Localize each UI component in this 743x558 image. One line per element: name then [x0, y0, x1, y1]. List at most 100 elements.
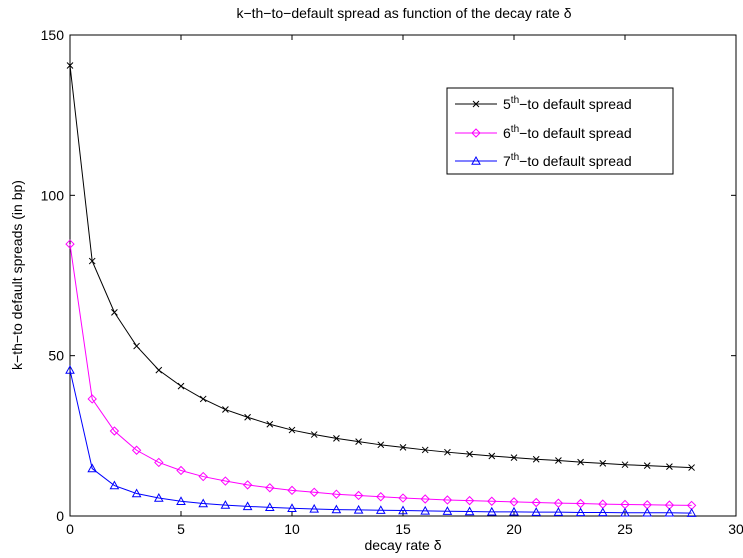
x-axis: 0 5 10 15 20 25 30: [66, 35, 743, 537]
legend-entry: 5th−to default spread: [455, 95, 632, 112]
data-point: [199, 395, 207, 403]
data-point: [597, 507, 608, 517]
data-point: [399, 444, 407, 451]
data-point: [333, 435, 340, 442]
x-tick-label: 0: [66, 521, 74, 537]
legend-label-superscript: th: [511, 95, 519, 106]
data-point: [686, 508, 697, 517]
data-point: [310, 431, 318, 438]
data-point: [242, 501, 253, 511]
data-point: [109, 480, 120, 490]
series-line: [69, 243, 692, 506]
data-point: [599, 460, 607, 467]
data-point: [531, 497, 541, 508]
data-point: [420, 494, 430, 504]
legend-marker: [471, 128, 481, 138]
data-point: [265, 483, 275, 493]
legend-label-superscript: th: [511, 152, 519, 163]
data-point: [331, 504, 342, 514]
data-point: [486, 506, 497, 516]
data-point: [376, 492, 386, 502]
data-point: [487, 496, 497, 506]
data-point: [421, 446, 429, 454]
data-point: [65, 365, 75, 374]
y-tick-label: 50: [48, 348, 64, 364]
data-point: [88, 257, 96, 265]
x-axis-label: decay rate δ: [364, 537, 441, 553]
data-point: [176, 465, 186, 476]
data-point: [509, 506, 519, 516]
data-point: [509, 497, 519, 507]
data-point: [244, 413, 251, 421]
series-3: [65, 365, 697, 517]
data-point: [377, 441, 385, 449]
data-point: [555, 457, 562, 464]
data-point: [131, 445, 142, 455]
x-tick-label: 30: [728, 521, 743, 537]
legend-label: 7th−to default spread: [503, 152, 632, 169]
data-point: [642, 507, 653, 517]
data-point: [177, 382, 185, 390]
x-tick-label: 25: [617, 521, 633, 537]
data-point: [353, 490, 364, 501]
data-point: [66, 62, 74, 69]
data-point: [444, 448, 451, 456]
data-point: [220, 476, 231, 486]
data-point: [153, 493, 164, 502]
legend-label: 6th−to default spread: [503, 124, 632, 141]
data-point: [398, 493, 408, 503]
legend-label-suffix: −to default spread: [519, 96, 631, 112]
data-point: [109, 426, 120, 436]
legend-marker: [472, 100, 480, 108]
x-tick-label: 15: [395, 521, 411, 537]
data-point: [87, 463, 98, 473]
data-point: [643, 462, 651, 470]
y-axis: 0 50 100 150: [41, 27, 736, 524]
data-point: [353, 504, 364, 514]
legend-label-prefix: 6: [503, 125, 511, 141]
x-tick-label: 5: [177, 521, 185, 537]
data-point: [466, 450, 473, 458]
data-point: [532, 455, 540, 463]
legend-label-superscript: th: [511, 124, 519, 135]
legend-label: 5th−to default spread: [503, 95, 632, 112]
data-point: [488, 452, 496, 460]
legend-label-suffix: −to default spread: [519, 125, 631, 141]
data-point: [154, 457, 164, 468]
data-point: [309, 503, 320, 513]
data-point: [575, 507, 586, 517]
data-point: [287, 503, 297, 513]
legend-label-suffix: −to default spread: [519, 153, 631, 169]
data-point: [510, 454, 518, 461]
legend-marker: [471, 155, 481, 165]
data-point: [288, 426, 296, 434]
data-point: [287, 485, 297, 496]
data-point: [155, 366, 163, 374]
data-point: [621, 461, 629, 469]
data-point: [222, 406, 229, 413]
data-point: [442, 506, 453, 515]
data-point: [688, 464, 695, 471]
data-point: [664, 507, 675, 517]
data-point: [398, 505, 408, 515]
x-tick-label: 10: [284, 521, 300, 537]
y-tick-label: 0: [56, 508, 64, 524]
legend-entry: 6th−to default spread: [455, 124, 632, 141]
data-point: [464, 506, 475, 516]
data-point: [553, 507, 564, 516]
data-point: [111, 309, 118, 316]
data-point: [266, 420, 274, 428]
legend-entry: 7th−to default spread: [455, 152, 632, 169]
data-point: [309, 487, 319, 497]
series-layer: [65, 62, 697, 517]
data-point: [65, 239, 75, 249]
legend-label-prefix: 5: [503, 96, 511, 112]
data-point: [577, 458, 584, 466]
data-point: [264, 502, 275, 512]
data-point: [176, 496, 186, 505]
data-point: [198, 471, 208, 482]
y-tick-label: 100: [41, 187, 65, 203]
chart-title: k−th−to−default spread as function of th…: [236, 5, 571, 21]
data-point: [442, 495, 453, 505]
